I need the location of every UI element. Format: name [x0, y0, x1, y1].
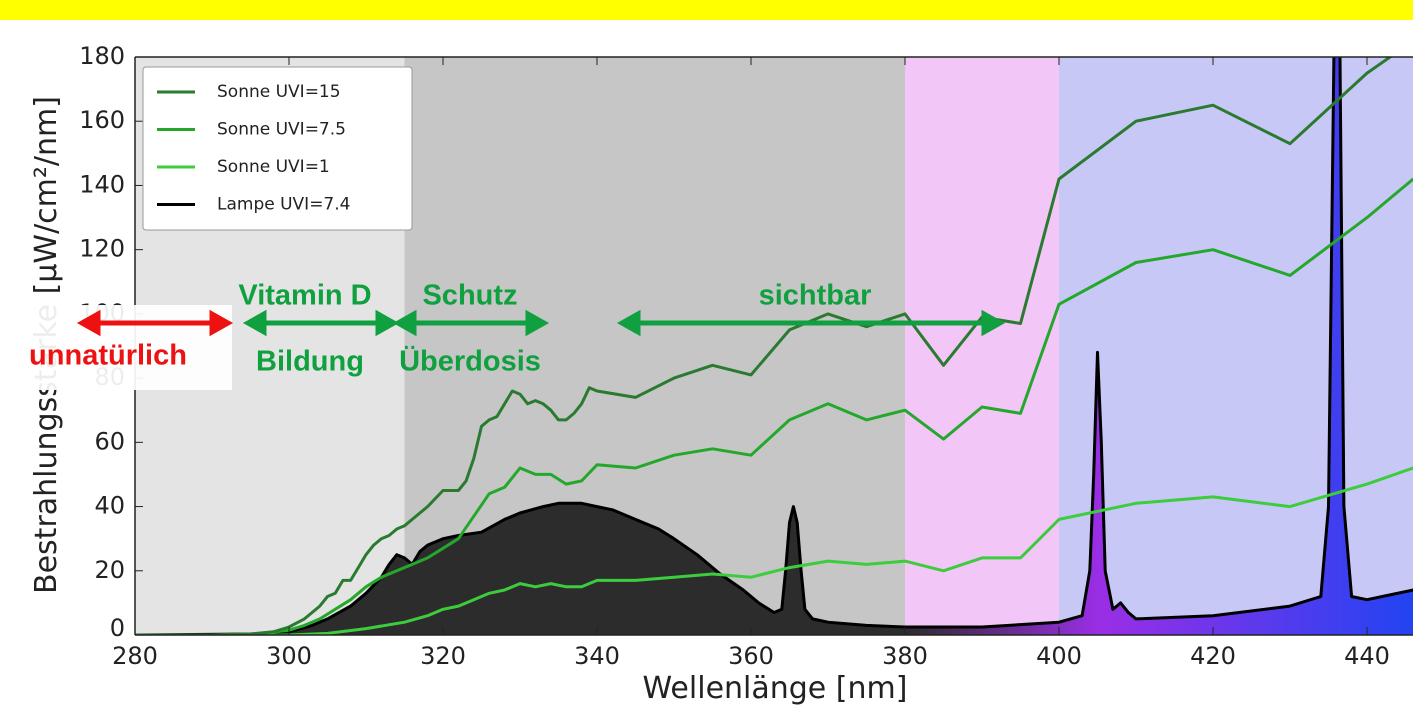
y-tick-label: 20	[94, 556, 125, 584]
annotation: Vitamin D	[238, 280, 371, 312]
annotation: sichtbar	[759, 280, 872, 312]
annotation: unnatürlich	[29, 340, 187, 372]
x-tick-label: 280	[112, 642, 158, 670]
legend-box	[142, 66, 413, 231]
line	[135, 57, 1393, 635]
legend-label: Sonne UVI=7.5	[217, 120, 346, 140]
x-tick-label: 360	[728, 642, 774, 670]
x-tick-label: 420	[1190, 642, 1236, 670]
x-axis-label: Wellenlänge [nm]	[643, 671, 908, 706]
y-tick-label: 40	[94, 492, 125, 520]
annotation: Überdosis	[399, 345, 541, 378]
y-tick-label: 120	[79, 235, 125, 263]
x-tick-label: 440	[1344, 642, 1390, 670]
line	[135, 177, 1413, 635]
x-tick-label: 340	[574, 642, 620, 670]
y-tick-label: 180	[79, 42, 125, 70]
line	[135, 466, 1413, 635]
annotation: Schutz	[422, 280, 517, 312]
annotation: Bildung	[256, 346, 364, 378]
top-band	[0, 0, 1413, 20]
arrow	[616, 309, 1006, 337]
y-tick-label: 60	[94, 427, 125, 455]
x-tick-label: 380	[882, 642, 928, 670]
y-tick-label: 160	[79, 106, 125, 134]
region	[1059, 57, 1413, 635]
y-tick-label: 0	[110, 614, 125, 642]
label-box	[0, 305, 232, 390]
x-tick-label: 320	[420, 642, 466, 670]
arrow	[392, 309, 550, 337]
legend-label: Lampe UVI=7.4	[217, 195, 350, 215]
x-tick-label: 400	[1036, 642, 1082, 670]
x-tick-label: 300	[266, 642, 312, 670]
arrows	[76, 309, 1006, 337]
y-tick-label: 140	[79, 170, 125, 198]
arrow	[76, 309, 234, 337]
legend-label: Sonne UVI=15	[217, 82, 341, 102]
legend-label: Sonne UVI=1	[217, 157, 330, 177]
arrow	[242, 309, 400, 337]
